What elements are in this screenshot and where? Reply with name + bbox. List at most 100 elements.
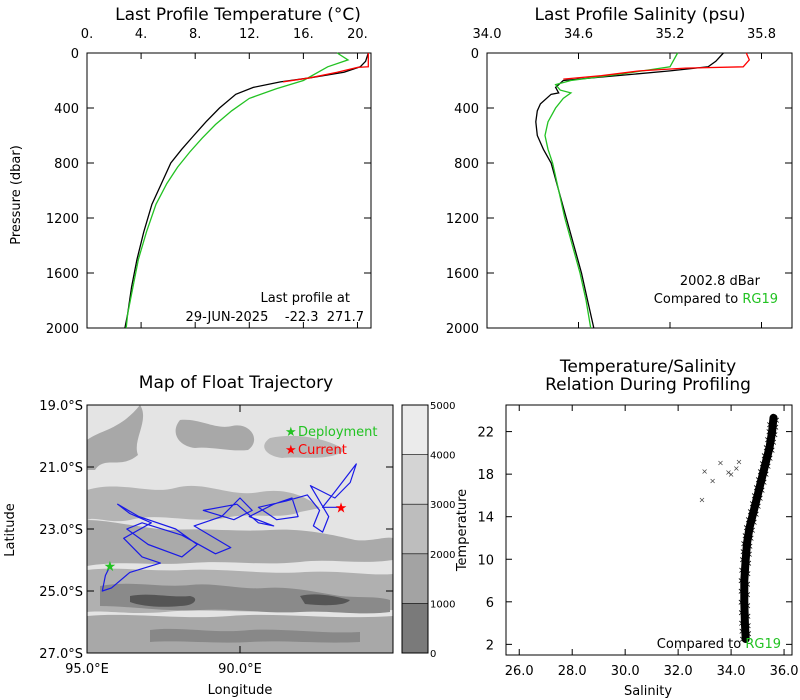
- ts-x-tick-label: 30.0: [611, 664, 640, 679]
- deployment-star: ★: [104, 559, 117, 575]
- ts-point: ×: [744, 612, 752, 622]
- ts-point: ×: [744, 601, 752, 611]
- ts-outlier-point: ×: [709, 477, 716, 486]
- ts-point: ×: [758, 486, 766, 496]
- salinity-y-tick-label: 800: [454, 157, 479, 172]
- ts-point: ×: [756, 494, 764, 504]
- ts-point: ×: [745, 515, 753, 525]
- latitude-axis-label: Latitude: [3, 503, 18, 557]
- ts-point: ×: [744, 569, 752, 579]
- ts-point: ×: [746, 542, 754, 552]
- ts-x-tick-label: 28.0: [558, 664, 587, 679]
- colorbar-tick-label: 1000: [430, 599, 455, 610]
- temperature-x-tick-label: 0.: [81, 27, 93, 42]
- current-star: ★: [335, 500, 348, 516]
- ts-compared-to: Compared to RG19: [657, 637, 781, 652]
- map-legend: ★ Deployment ★ Current: [285, 425, 378, 458]
- compared-to-label: Compared to RG19: [654, 292, 778, 307]
- last-profile-date-position: 29-JUN-2025 -22.3 271.7: [186, 310, 364, 325]
- ts-title-line-1: Temperature/Salinity: [559, 357, 736, 377]
- colorbar-segment: [402, 454, 428, 505]
- ts-point: ×: [750, 518, 758, 528]
- latitude-tick-label: 27.0°S: [39, 647, 83, 662]
- ts-outlier-point: ×: [717, 458, 724, 467]
- ts-point: ×: [740, 539, 748, 549]
- trajectory-map-panel: Map of Float Trajectory Latitude Longitu…: [3, 373, 455, 698]
- salinity-plot-frame: [486, 52, 793, 329]
- deployment-legend-label: Deployment: [298, 425, 378, 440]
- ts-point: ×: [744, 537, 752, 547]
- temperature-plot-frame: [86, 52, 372, 329]
- salinity-profile-panel: Last Profile Salinity (psu) 34.0 34.6 35.2…: [446, 5, 793, 337]
- ts-point: ×: [758, 473, 766, 483]
- ts-point: ×: [770, 438, 778, 448]
- ts-point: ×: [768, 446, 776, 456]
- salinity-series-line: [535, 52, 724, 329]
- ts-point: ×: [747, 534, 755, 544]
- ts-outlier-point: ×: [733, 464, 740, 473]
- salinity-series-line: [563, 52, 751, 80]
- ts-outlier-point: ×: [699, 496, 706, 505]
- ts-point: ×: [738, 627, 746, 637]
- ts-x-tick-label: 32.0: [664, 664, 693, 679]
- pressure-y-tick-label: 800: [54, 157, 79, 172]
- temperature-x-tick-label: 8.: [189, 27, 201, 42]
- ts-point: ×: [741, 584, 749, 594]
- ts-points: ××××××××××××××××××××××××××××××××××××××××…: [699, 413, 780, 645]
- ts-y-tick-label: 18: [477, 468, 494, 483]
- ts-point: ×: [772, 423, 780, 433]
- longitude-tick-label: 95.0°E: [65, 662, 109, 677]
- salinity-annotation: 2002.8 dBar Compared to RG19: [654, 274, 778, 307]
- pressure-y-tick-label: 1200: [46, 212, 79, 227]
- ts-plot-frame: [505, 404, 793, 656]
- colorbar-tick-label: 3000: [430, 500, 455, 511]
- longitude-axis-label: Longitude: [208, 683, 273, 698]
- pressure-y-tick-label: 0: [71, 47, 79, 62]
- ts-point: ×: [745, 630, 753, 640]
- temperature-profile-panel: Last Profile Temperature (°C) Pressure (…: [9, 5, 372, 337]
- temperature-x-tick-label: 4.: [135, 27, 147, 42]
- ts-point: ×: [769, 418, 777, 428]
- current-legend-label: Current: [298, 443, 347, 458]
- ts-point: ×: [743, 523, 751, 533]
- ts-point: ×: [741, 562, 749, 572]
- salinity-y-tick-label: 1200: [446, 212, 479, 227]
- ts-point: ×: [746, 550, 754, 560]
- ts-point: ×: [757, 467, 765, 477]
- bathymetry-background: [87, 405, 393, 653]
- ts-point: ×: [752, 497, 760, 507]
- ts-point: ×: [739, 635, 747, 645]
- ts-point: ×: [750, 505, 758, 515]
- ts-point: ×: [766, 441, 774, 451]
- ts-outlier-point: ×: [701, 467, 708, 476]
- ts-point-band: [740, 413, 778, 643]
- ts-point: ×: [741, 624, 749, 634]
- ts-point: ×: [738, 608, 746, 618]
- current-legend-star: ★: [285, 443, 297, 458]
- salinity-axis-label: Salinity: [624, 684, 672, 699]
- temperature-profile-title: Last Profile Temperature (°C): [115, 5, 361, 25]
- ts-point: ×: [749, 499, 757, 509]
- colorbar-tick-label: 0: [430, 649, 436, 660]
- latitude-tick-label: 19.0°S: [39, 399, 83, 414]
- ts-point: ×: [742, 553, 750, 563]
- ts-x-tick-label: 34.0: [717, 664, 746, 679]
- ts-relation-panel: Temperature/Salinity Relation During Pro…: [455, 357, 799, 699]
- depth-colorbar: 5000 4000 3000 2000 1000 0: [401, 401, 455, 660]
- salinity-axes: 34.0 34.6 35.2 35.8 0 400 800 1200 1600 2000: [446, 27, 792, 337]
- ts-point: ×: [737, 577, 745, 587]
- ts-point: ×: [747, 521, 755, 531]
- ts-point: ×: [744, 580, 752, 590]
- salinity-y-tick-label: 2000: [446, 322, 479, 337]
- temperature-x-tick-label: 16.: [293, 27, 314, 42]
- ts-point: ×: [747, 507, 755, 517]
- colorbar-segment: [402, 405, 428, 455]
- ts-point: ×: [741, 573, 749, 583]
- latitude-tick-label: 21.0°S: [39, 461, 83, 476]
- ts-point: ×: [741, 616, 749, 626]
- ts-point: ×: [738, 619, 746, 629]
- ts-point: ×: [749, 513, 757, 523]
- deployment-legend-star: ★: [285, 425, 297, 440]
- ts-outlier-point: ×: [725, 468, 732, 477]
- ts-point: ×: [766, 454, 774, 464]
